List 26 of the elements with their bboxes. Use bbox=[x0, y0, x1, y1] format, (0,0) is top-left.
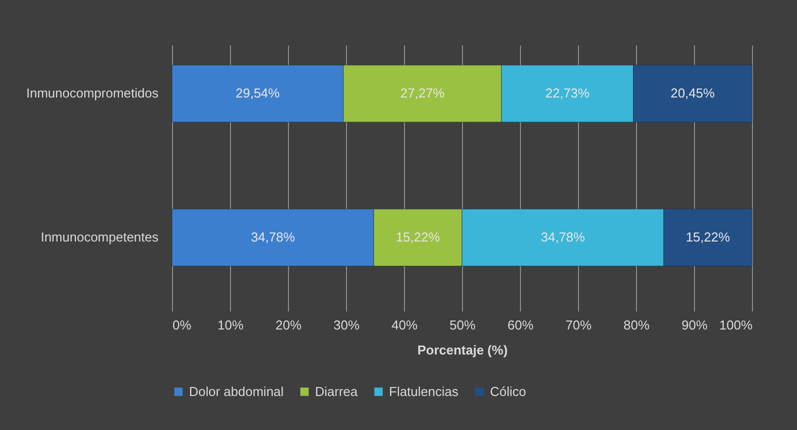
x-tick-label: 90% bbox=[681, 318, 708, 332]
data-label: 29,54% bbox=[236, 86, 280, 101]
legend-label: Cólico bbox=[490, 384, 526, 399]
x-axis-title: Porcentaje (%) bbox=[417, 342, 508, 358]
x-tick-label: 100% bbox=[719, 318, 753, 332]
x-tick-label: 70% bbox=[565, 318, 592, 332]
data-label: 34,78% bbox=[540, 230, 586, 245]
x-tick-label: 50% bbox=[449, 318, 476, 332]
x-tick-label: 60% bbox=[507, 318, 534, 332]
y-tick-label: Inmunocomprometidos bbox=[26, 86, 159, 101]
x-tick-label: 30% bbox=[333, 318, 360, 332]
data-label: 20,45% bbox=[670, 86, 716, 101]
x-tick-label: 40% bbox=[391, 318, 418, 332]
legend-label: Flatulencias bbox=[389, 384, 459, 399]
data-label: 27,27% bbox=[400, 86, 445, 101]
x-tick-label: 80% bbox=[623, 318, 650, 332]
legend-label: Dolor abdominal bbox=[189, 384, 284, 399]
x-tick-label: 10% bbox=[217, 318, 244, 332]
data-label: 34,78% bbox=[250, 230, 296, 245]
data-label: 15,22% bbox=[396, 230, 440, 245]
data-label: 22,73% bbox=[545, 86, 590, 101]
x-tick-label: 20% bbox=[275, 318, 302, 332]
x-tick-label: 0% bbox=[172, 318, 192, 332]
y-tick-label: Inmunocompetentes bbox=[40, 230, 159, 245]
data-label: 15,22% bbox=[686, 230, 730, 245]
legend-label: Diarrea bbox=[315, 384, 358, 399]
